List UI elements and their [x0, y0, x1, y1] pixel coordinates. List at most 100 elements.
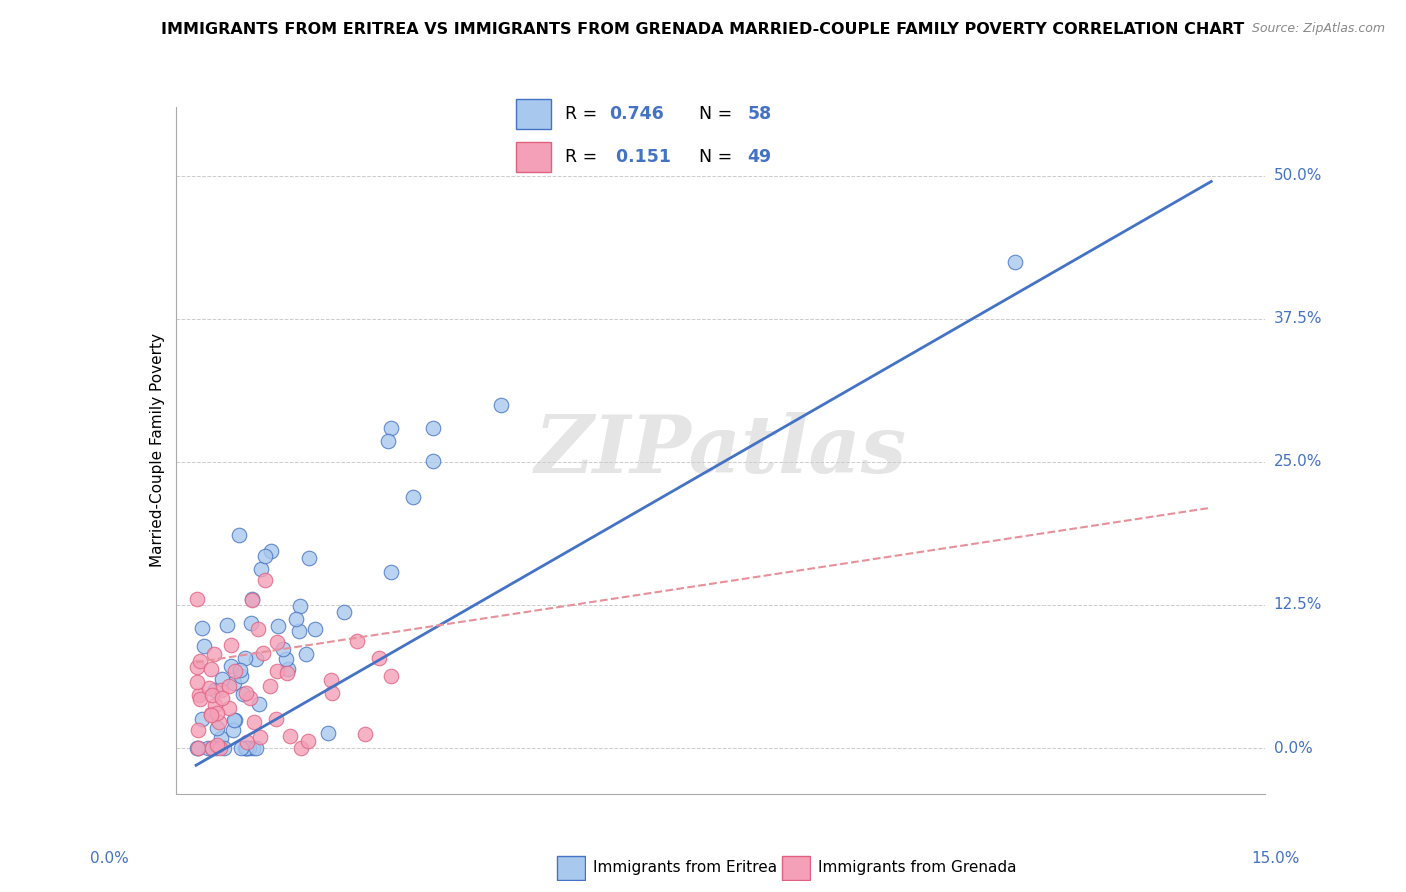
- Point: [298, 551, 321, 566]
- Point: [422, 420, 444, 434]
- Point: [188, 688, 211, 702]
- Point: [245, 652, 267, 666]
- Point: [211, 672, 233, 686]
- Text: 0.151: 0.151: [610, 148, 671, 166]
- Point: [259, 679, 281, 693]
- Point: [222, 675, 245, 690]
- Point: [207, 706, 229, 720]
- Point: [191, 712, 214, 726]
- Point: [295, 647, 318, 661]
- Point: [235, 741, 257, 756]
- Point: [200, 707, 222, 722]
- Point: [204, 683, 226, 698]
- Point: [266, 635, 288, 649]
- Point: [259, 544, 281, 558]
- Text: 0.0%: 0.0%: [90, 851, 129, 865]
- Point: [264, 712, 287, 726]
- Point: [239, 616, 262, 631]
- Point: [246, 622, 269, 636]
- Text: N =: N =: [699, 148, 738, 166]
- Point: [209, 682, 232, 697]
- Point: [218, 701, 240, 715]
- Text: R =: R =: [565, 148, 602, 166]
- Point: [274, 652, 297, 666]
- Point: [197, 741, 219, 756]
- Point: [186, 591, 208, 606]
- Point: [188, 692, 211, 706]
- Point: [290, 740, 312, 755]
- Point: [228, 527, 250, 541]
- Bar: [516, 142, 551, 171]
- Point: [187, 723, 209, 738]
- Point: [290, 599, 312, 613]
- Point: [249, 562, 271, 576]
- Point: [201, 741, 224, 756]
- Point: [353, 726, 375, 740]
- Point: [209, 731, 232, 746]
- Point: [380, 669, 402, 683]
- Point: [321, 686, 343, 700]
- Point: [188, 654, 211, 668]
- Point: [288, 624, 311, 639]
- Point: [402, 490, 425, 504]
- Point: [228, 663, 250, 677]
- Text: ZIPatlas: ZIPatlas: [534, 412, 907, 489]
- Point: [367, 651, 389, 665]
- Point: [1004, 254, 1026, 268]
- Text: 25.0%: 25.0%: [1274, 454, 1322, 469]
- Point: [186, 741, 208, 756]
- Point: [204, 698, 226, 712]
- Point: [489, 398, 512, 412]
- Point: [254, 573, 277, 587]
- Point: [221, 659, 243, 673]
- Point: [271, 642, 294, 657]
- Point: [233, 650, 256, 665]
- Point: [232, 688, 254, 702]
- Point: [218, 679, 240, 693]
- Y-axis label: Married-Couple Family Poverty: Married-Couple Family Poverty: [149, 334, 165, 567]
- Point: [380, 565, 402, 579]
- Point: [422, 453, 444, 467]
- Text: 12.5%: 12.5%: [1274, 598, 1322, 613]
- Point: [252, 646, 274, 660]
- Text: 15.0%: 15.0%: [1251, 851, 1299, 865]
- Point: [222, 723, 245, 738]
- Point: [240, 593, 263, 607]
- Point: [242, 741, 264, 756]
- Point: [201, 741, 224, 756]
- Point: [231, 669, 253, 683]
- Point: [277, 663, 299, 677]
- Point: [333, 605, 356, 619]
- Point: [297, 733, 319, 747]
- Point: [346, 634, 368, 648]
- Point: [204, 741, 226, 756]
- Point: [211, 691, 233, 706]
- Point: [224, 714, 246, 728]
- Point: [304, 622, 326, 636]
- Point: [316, 726, 339, 740]
- Point: [267, 619, 290, 633]
- Point: [233, 741, 256, 756]
- Text: IMMIGRANTS FROM ERITREA VS IMMIGRANTS FROM GRENADA MARRIED-COUPLE FAMILY POVERTY: IMMIGRANTS FROM ERITREA VS IMMIGRANTS FR…: [162, 22, 1244, 37]
- Point: [202, 647, 225, 661]
- Point: [187, 740, 209, 755]
- Text: 37.5%: 37.5%: [1274, 311, 1322, 326]
- Point: [243, 714, 266, 729]
- Point: [200, 707, 222, 722]
- Point: [229, 741, 252, 756]
- Point: [235, 686, 257, 700]
- Point: [377, 434, 399, 449]
- Point: [239, 690, 262, 705]
- Text: 0.746: 0.746: [610, 104, 664, 122]
- Text: 0.0%: 0.0%: [1274, 740, 1312, 756]
- Point: [236, 735, 259, 749]
- Point: [380, 420, 402, 434]
- Point: [249, 730, 271, 744]
- Point: [224, 665, 246, 679]
- Text: Immigrants from Eritrea: Immigrants from Eritrea: [593, 861, 778, 875]
- Point: [207, 721, 229, 735]
- Point: [247, 698, 270, 712]
- Point: [238, 741, 260, 756]
- Point: [208, 714, 231, 729]
- Point: [221, 638, 243, 652]
